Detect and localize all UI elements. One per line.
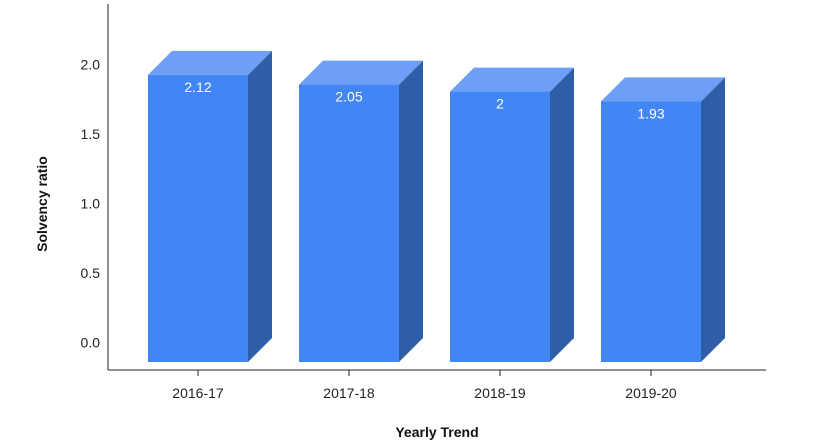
y-axis-title: Solvency ratio <box>34 156 50 252</box>
bar-2017-18 <box>299 60 423 362</box>
y-tick-label: 1.0 <box>81 196 101 212</box>
x-tick-labels: 2016-17 2017-18 2018-19 2019-20 <box>172 370 677 401</box>
bar-front-face <box>299 84 399 362</box>
bar-front-face <box>450 91 550 362</box>
x-tick-label: 2019-20 <box>625 385 677 401</box>
data-label: 2.12 <box>184 79 211 95</box>
bar-top-face <box>299 60 423 85</box>
bar-front-face <box>601 101 701 363</box>
bar-2019-20 <box>601 77 725 363</box>
x-axis-title: Yearly Trend <box>395 424 478 440</box>
bar-side-face <box>701 77 725 363</box>
y-tick-label: 2.5 <box>81 0 101 3</box>
y-tick-labels: 0.0 0.5 1.0 1.5 2.0 2.5 <box>81 0 101 351</box>
y-tick-label: 0.0 <box>81 335 101 351</box>
y-tick-label: 1.5 <box>81 126 101 142</box>
data-label: 2 <box>496 96 504 112</box>
bar-2018-19 <box>450 67 574 362</box>
bar-side-face <box>248 50 272 363</box>
x-tick-label: 2018-19 <box>474 385 526 401</box>
y-tick-label: 2.0 <box>81 56 101 72</box>
x-tick-label: 2016-17 <box>172 385 224 401</box>
bar-top-face <box>148 50 272 75</box>
axes-layer <box>107 4 766 371</box>
data-label: 1.93 <box>637 105 664 121</box>
data-label: 2.05 <box>335 89 362 105</box>
bar-2016-17 <box>148 50 272 363</box>
bar-side-face <box>550 67 574 362</box>
x-tick-label: 2017-18 <box>323 385 375 401</box>
bars-layer <box>148 50 725 363</box>
y-tick-label: 0.5 <box>81 265 101 281</box>
data-labels: 2.12 2.05 2 1.93 <box>184 79 664 121</box>
bar-top-face <box>450 67 574 92</box>
bar-front-face <box>148 74 248 362</box>
bar-top-face <box>601 77 725 102</box>
bar-side-face <box>399 60 423 362</box>
